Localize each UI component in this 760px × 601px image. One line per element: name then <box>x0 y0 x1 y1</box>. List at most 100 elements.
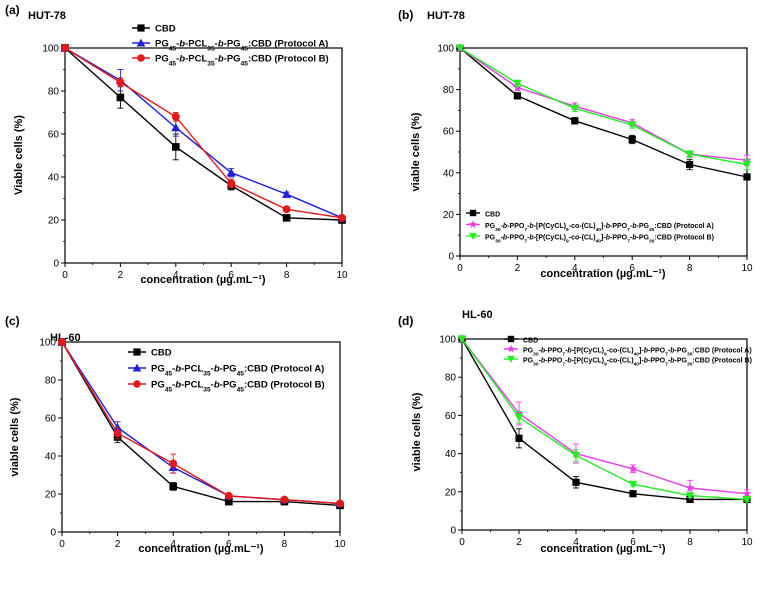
panel-label: (b) <box>398 8 413 22</box>
data-point <box>171 112 180 121</box>
legend-label: PG45-b-PCL35-b-PG45:CBD (Protocol B) <box>155 54 329 68</box>
data-point <box>338 213 346 222</box>
legend-label: PG45-b-PCL35-b-PG45:CBD (Protocol A) <box>155 39 328 53</box>
legend-label: PG30-b-PPO7-b-[P(CyCL)9-co-(CL)40]-b-PPO… <box>485 223 714 233</box>
x-tick-label: 10 <box>741 263 753 274</box>
x-tick-label: 0 <box>459 537 465 548</box>
panel-label: (c) <box>5 314 20 328</box>
cell-line-label: HUT-78 <box>427 10 465 22</box>
series-line <box>461 338 748 501</box>
y-tick-label: 100 <box>39 338 56 349</box>
legend: CBD PG30-b-PPO7-b-[P(CyCL)9-co-(CL)40]-b-… <box>504 335 752 368</box>
series-2 <box>455 44 752 171</box>
legend: CBD PG45-b-PCL35-b-PG45:CBD (Protocol A) P… <box>128 348 325 394</box>
x-tick-label: 0 <box>62 270 68 281</box>
y-tick-label: 60 <box>445 411 457 422</box>
data-point <box>116 78 125 87</box>
series-line <box>459 47 748 178</box>
data-point <box>336 499 344 508</box>
legend-label: PG45-b-PCL35-b-PG45:CBD (Protocol A) <box>151 364 324 378</box>
data-point <box>514 413 524 422</box>
data-point <box>226 168 236 177</box>
x-tick-label: 0 <box>59 539 65 550</box>
data-point <box>685 150 694 159</box>
data-point <box>628 135 636 144</box>
legend: CBD PG30-b-PPO7-b-[P(CyCL)9-co-(CL)40]-b-… <box>466 209 714 244</box>
x-tick-label: 6 <box>630 537 636 548</box>
legend-marker <box>133 348 141 356</box>
series-2 <box>58 338 344 508</box>
y-axis-label: Viable cells (%) <box>13 115 25 195</box>
y-tick-label: 0 <box>450 526 456 537</box>
legend-label: CBD <box>151 348 172 359</box>
data-point <box>686 160 694 169</box>
y-tick-label: 60 <box>443 127 455 138</box>
y-tick-label: 80 <box>48 87 60 98</box>
x-tick-label: 6 <box>629 263 635 274</box>
x-tick-label: 8 <box>687 537 693 548</box>
data-point <box>513 92 521 100</box>
data-point <box>282 214 291 222</box>
data-point <box>58 338 66 346</box>
y-tick-label: 20 <box>45 490 57 501</box>
legend-marker <box>469 209 477 217</box>
series-line <box>461 338 747 501</box>
x-axis-label: concentration (µg.mL⁻¹) <box>140 274 266 286</box>
series-line <box>461 338 748 495</box>
series-1 <box>455 43 752 166</box>
legend-marker <box>506 344 516 353</box>
series-line <box>64 47 343 221</box>
y-axis-label: viable cells (%) <box>410 112 422 191</box>
x-tick-label: 10 <box>336 270 348 281</box>
data-point <box>172 143 180 151</box>
y-tick-label: 60 <box>45 414 57 425</box>
x-tick-label: 8 <box>687 263 693 274</box>
data-point <box>227 179 236 188</box>
y-tick-label: 80 <box>45 376 57 387</box>
y-tick-label: 40 <box>443 168 455 179</box>
data-point <box>282 189 292 198</box>
y-tick-label: 80 <box>445 373 457 384</box>
data-point <box>742 495 752 504</box>
data-point <box>513 79 522 88</box>
cell-line-label: HL-60 <box>462 309 493 321</box>
legend-marker <box>133 380 141 388</box>
x-tick-label: 2 <box>115 539 121 550</box>
x-tick-label: 10 <box>334 539 346 550</box>
legend-marker <box>137 24 145 32</box>
data-point <box>61 44 69 52</box>
legend-label: PG45-b-PCL35-b-PG45:CBD (Protocol B) <box>151 380 325 394</box>
x-tick-label: 2 <box>515 263 521 274</box>
legend-label: PG30-b-PPO7-b-[P(CyCL)9-co-(CL)40]-b-PPO… <box>523 358 752 368</box>
series-2 <box>457 335 752 504</box>
x-tick-label: 2 <box>118 270 124 281</box>
data-point <box>224 491 233 500</box>
series-line <box>459 47 748 161</box>
y-tick-label: 100 <box>437 44 454 55</box>
data-point <box>629 490 637 498</box>
x-tick-label: 0 <box>457 263 463 274</box>
cell-line-label: HUT-78 <box>28 10 66 22</box>
data-point <box>742 161 752 169</box>
legend-marker <box>469 232 477 240</box>
x-tick-label: 6 <box>226 539 232 550</box>
series-line <box>459 47 748 166</box>
legend-marker <box>507 355 515 363</box>
x-axis-label: concentration (µg.mL⁻¹) <box>540 543 666 555</box>
data-point <box>457 335 467 344</box>
legend-marker <box>507 335 515 343</box>
x-tick-label: 4 <box>572 263 578 274</box>
data-point <box>570 104 580 113</box>
legend-label: CBD <box>485 212 500 219</box>
y-tick-label: 0 <box>50 528 56 539</box>
legend-label: PG30-b-PPO7-b-[P(CyCL)9-co-(CL)40]-b-PPO… <box>523 348 752 358</box>
y-tick-label: 60 <box>48 130 60 141</box>
y-axis-label: viable cells (%) <box>411 392 423 471</box>
y-tick-label: 0 <box>448 252 454 263</box>
x-axis-label: concentration (µg.mL⁻¹) <box>540 268 666 280</box>
x-tick-label: 4 <box>173 270 179 281</box>
